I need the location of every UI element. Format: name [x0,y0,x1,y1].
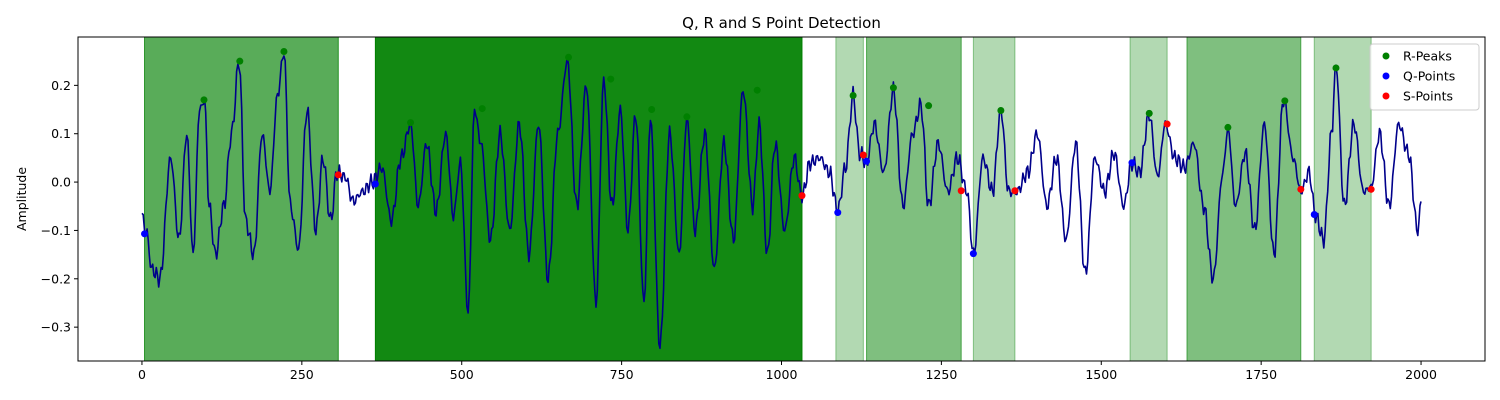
x-tick-label: 1500 [1085,367,1117,382]
s-points-marker [1163,120,1171,128]
r-peaks-marker [648,106,656,114]
q-points-marker [371,180,379,188]
detected-region [866,36,962,362]
legend-label: R-Peaks [1403,49,1452,64]
r-peaks-marker [565,53,573,61]
y-tick-label: −0.3 [41,320,71,335]
y-tick-label: 0.2 [51,78,71,93]
detected-region [1129,36,1168,362]
x-tick-label: 250 [290,367,314,382]
r-peaks-marker [1281,97,1289,105]
q-points-marker [863,157,871,165]
legend-marker [1382,72,1390,80]
r-peaks-marker [925,102,933,110]
r-peaks-marker [683,113,691,121]
x-tick-label: 0 [138,367,146,382]
r-peaks-marker [200,96,208,104]
r-peaks-marker [280,48,288,56]
q-points-marker [834,209,842,217]
legend-label: Q-Points [1403,69,1455,84]
detected-region [1186,36,1302,362]
y-tick-label: −0.1 [41,223,71,238]
s-points-marker [1367,185,1375,193]
r-peaks-marker [407,119,415,127]
x-axis-ticks: 0 250 500 750 1000 1250 1500 1750 2000 [138,361,1437,382]
q-points-marker [1310,210,1318,218]
r-peaks-marker [1224,123,1232,131]
r-peaks-marker [889,84,897,92]
y-axis-label: Amplitude [14,167,29,231]
r-peaks-marker [753,86,761,94]
x-tick-label: 500 [450,367,474,382]
ecg-signal-line [141,55,1422,350]
y-axis-ticks: −0.3 −0.2 −0.1 0.0 0.1 0.2 [41,78,78,335]
s-points-marker [957,187,965,195]
r-peaks-marker [236,57,244,65]
legend-label: S-Points [1403,89,1453,104]
r-peaks-marker [1332,64,1340,72]
s-points-marker [1297,185,1305,193]
detected-region [972,36,1016,362]
s-points-marker [334,171,342,179]
r-peaks-marker [478,105,486,113]
q-points-marker [969,250,977,258]
r-peaks-marker [849,92,857,100]
x-tick-label: 1750 [1245,367,1277,382]
s-points-marker [798,192,806,200]
chart-title: Q, R and S Point Detection [682,14,881,32]
s-points-marker [859,151,867,159]
q-points-marker [141,230,149,238]
s-points-marker [1011,187,1019,195]
x-tick-label: 2000 [1405,367,1437,382]
y-tick-label: 0.1 [51,126,71,141]
y-tick-label: 0.0 [51,175,71,190]
x-tick-label: 750 [610,367,634,382]
detected-region [374,36,803,362]
signal-layer [141,55,1422,350]
detected-points [141,48,1375,258]
legend-marker [1382,52,1390,60]
legend: R-Peaks Q-Points S-Points [1369,43,1480,111]
r-peaks-marker [1145,109,1153,117]
legend-marker [1382,92,1390,100]
r-peaks-marker [607,75,615,83]
x-tick-label: 1000 [766,367,798,382]
legend-box [1369,43,1480,111]
x-tick-label: 1250 [925,367,957,382]
shaded-regions [144,36,1372,362]
y-tick-label: −0.2 [41,271,71,286]
r-peaks-marker [997,107,1005,115]
q-points-marker [1128,159,1136,167]
